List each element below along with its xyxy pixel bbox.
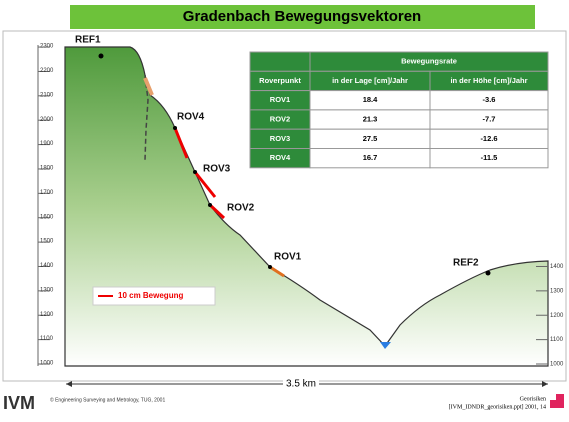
corner-icon [550, 394, 564, 408]
tick-label: 1000 [40, 361, 54, 367]
point-label: ROV2 [227, 203, 255, 214]
table-text: -12.6 [480, 134, 497, 143]
tick-label: 2100 [40, 92, 54, 98]
logo: IVM [3, 393, 35, 413]
tick-label: 1600 [40, 214, 54, 220]
table-text: -11.5 [481, 153, 498, 162]
point-label: REF2 [453, 258, 479, 269]
tick-label: 1100 [40, 336, 54, 342]
tick-label: 2000 [40, 117, 54, 123]
table-text: 27.5 [363, 134, 378, 143]
table-text: 16.7 [363, 153, 378, 162]
footer-file: [IVM_IDNDR_georisiken.ppt] 2001, 14 [449, 404, 546, 410]
copyright: © Engineering Surveying and Metrology, T… [50, 396, 165, 403]
table-cell [250, 52, 310, 71]
tick-label: 1400 [40, 263, 54, 269]
table-text: ROV4 [270, 153, 291, 162]
table-text: in der Höhe [cm]/Jahr [450, 76, 527, 85]
tick-label: 1300 [40, 287, 54, 293]
tick-label: 2200 [40, 68, 54, 74]
tick-label: 1900 [40, 141, 54, 147]
table-text: Roverpunkt [259, 76, 301, 85]
table-text: ROV2 [270, 115, 290, 124]
distance: 3.5 km [286, 379, 316, 390]
table-text: in der Lage [cm]/Jahr [332, 76, 408, 85]
point-label: ROV3 [203, 164, 231, 175]
table-text: Bewegungsrate [401, 57, 457, 66]
tick-label: 1300 [550, 288, 564, 294]
marker [173, 126, 177, 130]
table-text: 21.3 [363, 115, 378, 124]
table-text: 18.4 [363, 95, 378, 104]
point-label: REF1 [75, 35, 101, 46]
tick-label: 1700 [40, 190, 54, 196]
point-label: ROV4 [177, 112, 205, 123]
tick-label: 1400 [550, 264, 564, 270]
table-text: -7.7 [483, 115, 496, 124]
marker [193, 170, 197, 174]
table-text: ROV1 [270, 95, 290, 104]
tick-label: 1200 [40, 312, 54, 318]
marker [268, 265, 272, 269]
tick-label: 1100 [550, 337, 564, 343]
marker [99, 54, 104, 59]
slide: Gradenbach Bewegungsvektoren REF1 REF2 R… [0, 0, 569, 417]
marker [486, 271, 491, 276]
legend-text: 10 cm Bewegung [118, 291, 183, 300]
tick-label: 1800 [40, 166, 54, 172]
table: Bewegungsrate Roverpunkt in der Lage [cm]/… [250, 52, 548, 168]
table-text: ROV3 [270, 134, 290, 143]
tick-label: 2300 [40, 44, 54, 50]
table-text: -3.6 [483, 95, 496, 104]
marker [208, 203, 212, 207]
point-label: ROV1 [274, 252, 302, 263]
tick-label: 1200 [550, 313, 564, 319]
footer-topic: Georisiken [520, 396, 546, 402]
tick-label: 1000 [550, 362, 564, 368]
tick-label: 1500 [40, 239, 54, 245]
title: Gradenbach Bewegungsvektoren [183, 8, 421, 25]
